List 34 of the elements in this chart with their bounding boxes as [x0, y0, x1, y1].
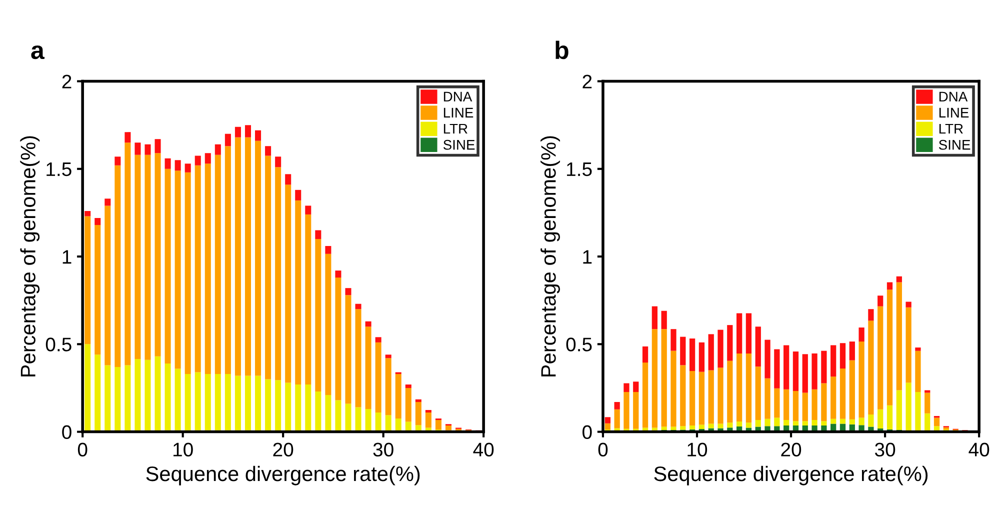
- x-tick-label: 0: [598, 442, 608, 456]
- legend-label: DNA: [444, 92, 472, 102]
- x-tick-label: 30: [874, 442, 896, 456]
- x-axis-title: Sequence divergence rate(%): [654, 466, 928, 486]
- y-tick-label: 0.5: [46, 338, 72, 352]
- y-axis-title: Percentage of genome(%): [20, 136, 40, 376]
- chart-title: b: [556, 40, 568, 60]
- y-axis-title: Percentage of genome(%): [540, 136, 560, 376]
- legend-label: SINE: [938, 140, 970, 150]
- y-tick-label: 1.5: [46, 162, 72, 176]
- x-tick-label: 10: [688, 442, 708, 456]
- y-tick-label: 1.5: [567, 162, 592, 176]
- y-tick-label: 1: [62, 250, 72, 264]
- x-tick-label: 40: [473, 442, 494, 456]
- chart-title: a: [31, 45, 45, 60]
- legend-label: LINE: [444, 108, 474, 118]
- x-tick-label: 20: [781, 442, 802, 456]
- y-tick-label: 0: [62, 425, 72, 440]
- x-tick-label: 30: [373, 442, 394, 456]
- y-tick-label: 1: [583, 250, 592, 264]
- x-tick-label: 20: [273, 442, 294, 456]
- y-tick-label: 2: [582, 74, 592, 88]
- legend-label: SINE: [443, 140, 475, 150]
- y-tick-label: 2: [62, 74, 72, 88]
- x-tick-label: 0: [78, 442, 88, 456]
- x-tick-label: 10: [174, 442, 193, 456]
- legend-label: LINE: [939, 108, 969, 118]
- legend-label: LTR: [939, 124, 963, 134]
- x-tick-label: 40: [968, 442, 990, 456]
- legend-label: DNA: [939, 92, 968, 102]
- x-axis-title: Sequence divergence rate(%): [146, 466, 420, 486]
- y-tick-label: 0.5: [566, 338, 592, 352]
- y-tick-label: 0: [582, 425, 592, 440]
- legend-label: LTR: [444, 124, 468, 134]
